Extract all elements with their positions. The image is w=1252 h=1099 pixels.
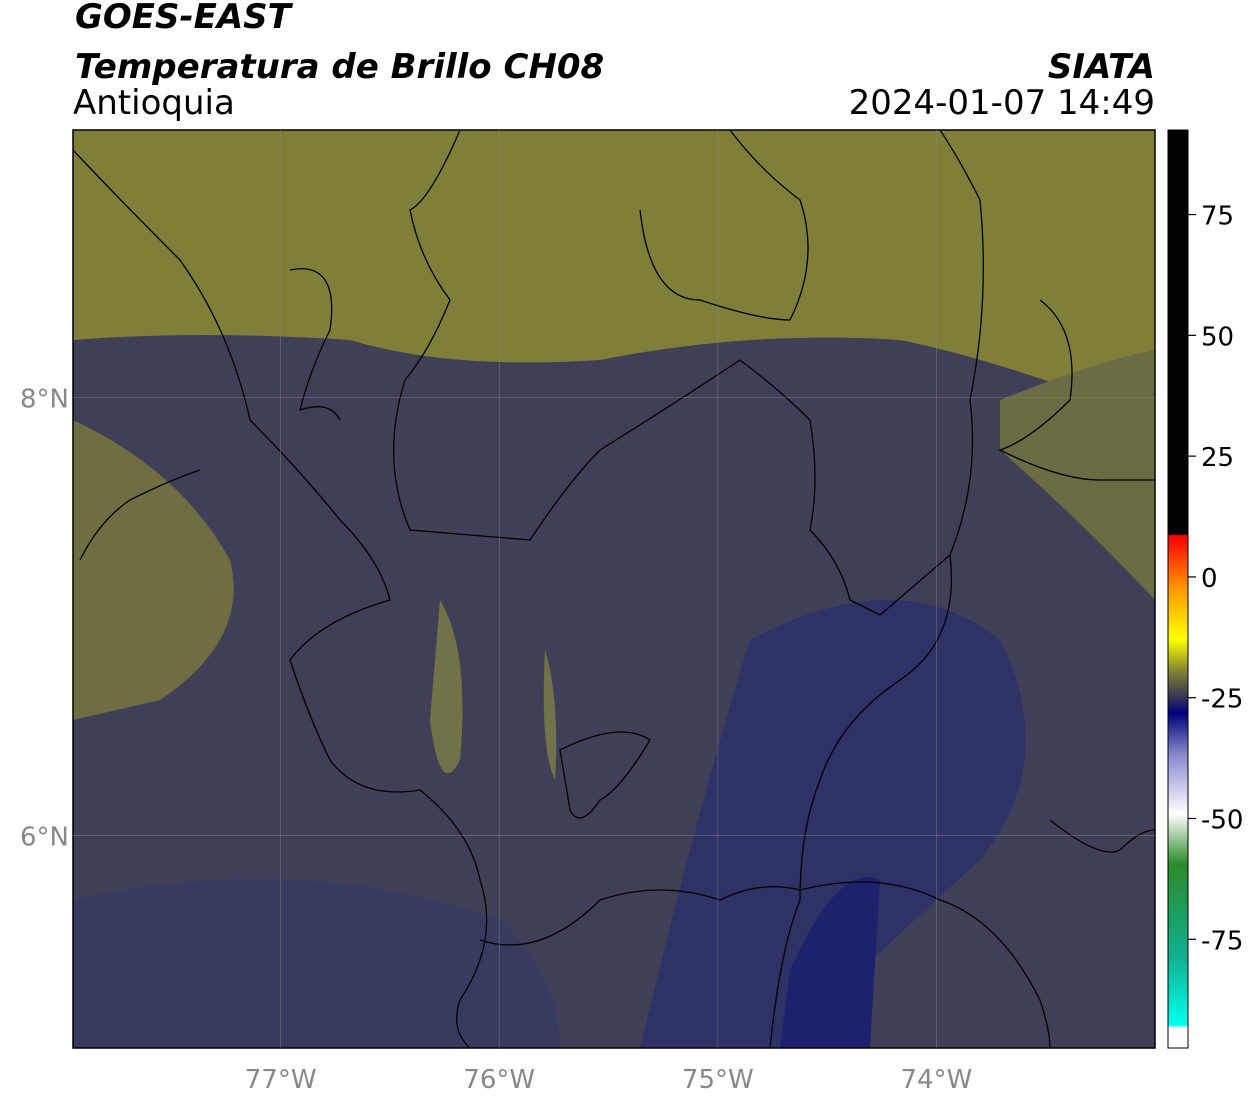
colorbar-tick-label: 0 bbox=[1201, 564, 1218, 594]
y-tick-label: 6°N bbox=[20, 822, 69, 852]
source: SIATA bbox=[1048, 47, 1155, 87]
colorbar-tick-label: -25 bbox=[1201, 685, 1243, 715]
colorbar-tick-label: -75 bbox=[1201, 926, 1243, 956]
map-frame bbox=[72, 129, 1156, 1049]
colorbar-tick-label: 25 bbox=[1201, 443, 1234, 473]
x-tick-label: 77°W bbox=[245, 1065, 317, 1095]
x-tick-label: 75°W bbox=[682, 1065, 754, 1095]
region: Antioquia bbox=[73, 83, 235, 123]
x-tick-label: 76°W bbox=[463, 1065, 535, 1095]
subtitle: Temperatura de Brillo CH08 bbox=[75, 47, 604, 87]
colorbar-tick-label: 50 bbox=[1201, 322, 1234, 352]
datetime: 2024-01-07 14:49 bbox=[849, 83, 1155, 123]
colorbar bbox=[1167, 129, 1189, 1049]
x-tick-label: 74°W bbox=[901, 1065, 973, 1095]
colorbar-tick-label: 75 bbox=[1201, 202, 1234, 232]
map bbox=[73, 130, 1155, 1048]
colorbar-tick-label: -50 bbox=[1201, 806, 1243, 836]
y-tick-label: 8°N bbox=[20, 384, 69, 414]
title: GOES-EAST bbox=[75, 0, 294, 37]
